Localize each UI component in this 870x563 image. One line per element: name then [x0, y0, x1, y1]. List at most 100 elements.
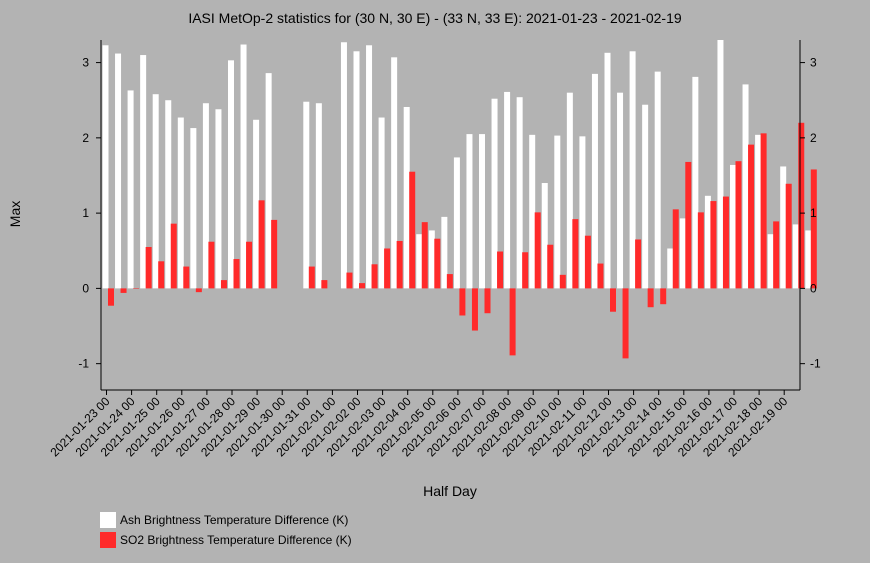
so2-bar-45: [672, 209, 679, 289]
so2-bar-24: [409, 171, 416, 289]
legend-swatch-so2: [100, 532, 116, 548]
so2-bar-6: [183, 266, 190, 289]
ash-bar-56: [805, 230, 812, 289]
y-tick-label-left: 1: [82, 206, 89, 220]
so2-bar-43: [647, 288, 654, 308]
ash-bar-31: [491, 98, 498, 289]
ash-bar-1: [115, 53, 122, 289]
x-axis-title: Half Day: [423, 483, 477, 499]
ash-bar-19: [340, 42, 347, 289]
ash-bar-28: [453, 157, 460, 289]
so2-bar-3: [145, 246, 152, 289]
y-axis-title: Max: [7, 201, 23, 227]
ash-bar-33: [516, 97, 523, 289]
ash-bar-4: [152, 94, 159, 289]
so2-bar-26: [434, 238, 441, 289]
so2-bar-35: [547, 244, 554, 289]
so2-bar-11: [246, 241, 253, 289]
ash-bar-35: [541, 183, 548, 289]
ash-bar-41: [617, 92, 624, 289]
ash-bar-22: [378, 117, 385, 289]
ash-bar-17: [315, 103, 322, 289]
ash-bar-6: [177, 117, 184, 289]
so2-bar-32: [509, 288, 516, 356]
so2-bar-20: [359, 283, 365, 289]
so2-bar-8: [208, 241, 215, 289]
ash-bar-23: [391, 57, 398, 289]
ash-bar-12: [253, 119, 260, 289]
so2-bar-48: [710, 201, 717, 289]
ash-bar-9: [215, 109, 222, 289]
ash-bar-54: [780, 166, 787, 289]
ash-bar-52: [755, 134, 762, 289]
y-tick-label-left: 3: [82, 56, 89, 70]
so2-bar-39: [597, 263, 604, 289]
so2-bar-27: [446, 274, 453, 289]
ash-bar-47: [692, 76, 699, 289]
so2-bar-1: [120, 288, 127, 293]
so2-bar-29: [471, 288, 478, 331]
so2-bar-55: [798, 122, 805, 289]
ash-bar-16: [303, 101, 310, 289]
so2-bar-56: [810, 169, 817, 289]
so2-bar-36: [559, 274, 566, 289]
y-tick-label-right: 2: [810, 131, 817, 145]
so2-bar-42: [635, 239, 642, 289]
ash-bar-20: [353, 51, 360, 289]
ash-bar-49: [717, 40, 724, 289]
bars-group: [102, 40, 817, 359]
so2-bar-37: [572, 219, 579, 289]
so2-bar-52: [760, 133, 767, 289]
ash-bar-55: [792, 224, 799, 289]
ash-bar-45: [667, 248, 674, 289]
ash-bar-11: [240, 44, 247, 289]
ash-bar-27: [441, 216, 448, 289]
ash-bar-0: [102, 45, 109, 289]
so2-bar-2: [133, 288, 140, 289]
y-ticks-group: -1 -1 0 0 1 1 2 2 3 3: [78, 56, 821, 371]
so2-bar-50: [735, 161, 742, 289]
so2-bar-13: [271, 219, 278, 289]
ash-bar-51: [742, 84, 749, 289]
ash-bar-34: [529, 134, 536, 289]
so2-bar-12: [258, 200, 265, 289]
ash-bar-39: [591, 73, 598, 289]
ash-bar-46: [679, 218, 686, 289]
so2-bar-53: [773, 221, 780, 289]
so2-bar-33: [522, 252, 529, 289]
so2-bar-19: [346, 272, 353, 289]
y-tick-label-left: 0: [82, 281, 89, 295]
so2-bar-4: [158, 261, 165, 289]
ash-bar-29: [466, 134, 473, 289]
so2-bar-9: [220, 280, 227, 289]
ash-bar-7: [190, 128, 197, 289]
ash-bar-26: [428, 230, 435, 289]
ash-bar-5: [165, 100, 172, 289]
so2-bar-31: [497, 251, 504, 289]
so2-bar-38: [584, 235, 591, 289]
ash-bar-13: [265, 73, 272, 289]
legend-label-so2: SO2 Brightness Temperature Difference (K…: [120, 533, 352, 547]
so2-bar-16: [308, 266, 315, 289]
ash-bar-24: [403, 106, 410, 289]
so2-bar-41: [622, 288, 629, 359]
ash-bar-36: [554, 135, 561, 289]
ash-bar-40: [604, 52, 611, 289]
so2-bar-23: [396, 240, 403, 289]
ash-bar-25: [416, 234, 423, 289]
ash-bar-30: [479, 134, 485, 289]
ash-bar-37: [566, 92, 573, 289]
so2-bar-21: [371, 264, 378, 289]
ash-bar-44: [654, 71, 661, 289]
so2-bar-28: [459, 288, 466, 316]
ash-bar-50: [730, 164, 736, 289]
y-tick-label-right: 3: [810, 56, 817, 70]
so2-bar-5: [170, 223, 177, 289]
so2-bar-49: [722, 196, 729, 289]
legend: Ash Brightness Temperature Difference (K…: [100, 512, 352, 548]
ash-bar-43: [642, 104, 649, 289]
so2-bar-34: [534, 212, 541, 289]
legend-swatch-ash: [100, 512, 116, 528]
